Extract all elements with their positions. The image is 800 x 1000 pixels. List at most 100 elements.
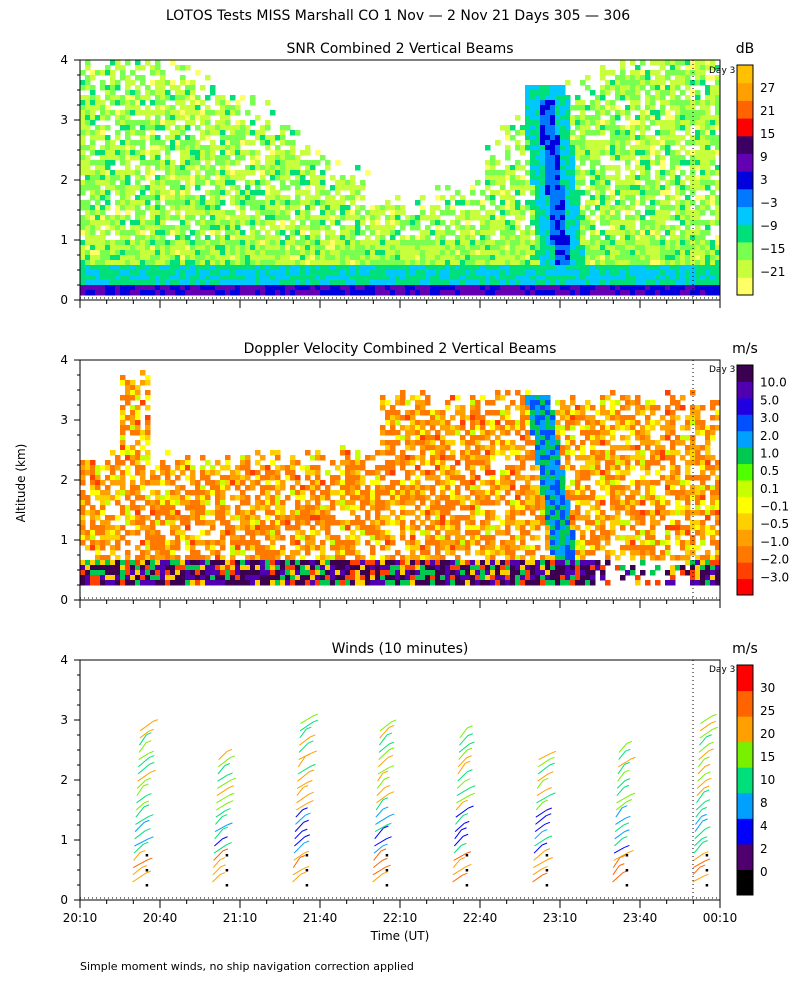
doppler-cell bbox=[110, 480, 116, 486]
snr-cell bbox=[330, 275, 336, 281]
snr-cell bbox=[240, 280, 246, 286]
snr-cell bbox=[80, 260, 86, 266]
snr-cell bbox=[340, 245, 346, 251]
snr-cell bbox=[165, 160, 171, 166]
snr-cell bbox=[550, 200, 556, 206]
snr-cell bbox=[650, 240, 656, 246]
snr-cell bbox=[675, 80, 681, 86]
snr-cell bbox=[300, 180, 306, 186]
snr-cell bbox=[615, 80, 621, 86]
snr-cell bbox=[120, 265, 126, 271]
snr-cell bbox=[140, 280, 146, 286]
doppler-cell bbox=[190, 575, 196, 581]
snr-cell bbox=[565, 260, 571, 266]
snr-cell bbox=[245, 235, 251, 241]
snr-cell bbox=[240, 190, 246, 196]
snr-cell bbox=[300, 290, 306, 296]
snr-cell bbox=[125, 135, 131, 141]
snr-cell bbox=[240, 220, 246, 226]
snr-cell bbox=[665, 205, 671, 211]
snr-cell bbox=[155, 110, 161, 116]
snr-cell bbox=[485, 215, 491, 221]
snr-cell bbox=[160, 85, 166, 91]
snr-cell bbox=[605, 140, 611, 146]
doppler-cell bbox=[225, 575, 231, 581]
doppler-cell bbox=[210, 465, 216, 471]
snr-cell bbox=[150, 80, 156, 86]
doppler-cell bbox=[185, 475, 191, 481]
snr-cell bbox=[300, 255, 306, 261]
snr-cell bbox=[615, 200, 621, 206]
snr-cell bbox=[650, 245, 656, 251]
snr-cell bbox=[625, 250, 631, 256]
doppler-cell bbox=[320, 550, 326, 556]
snr-cell bbox=[390, 285, 396, 291]
snr-cell bbox=[710, 125, 716, 131]
snr-cell bbox=[220, 280, 226, 286]
snr-cell bbox=[250, 165, 256, 171]
snr-cell bbox=[540, 230, 546, 236]
snr-cell bbox=[105, 285, 111, 291]
doppler-cell bbox=[205, 460, 211, 466]
snr-cell bbox=[345, 275, 351, 281]
snr-cell bbox=[460, 215, 466, 221]
snr-cell bbox=[210, 140, 216, 146]
snr-cell bbox=[665, 115, 671, 121]
snr-cell bbox=[640, 265, 646, 271]
snr-cell bbox=[95, 205, 101, 211]
snr-cell bbox=[120, 195, 126, 201]
snr-cell bbox=[325, 245, 331, 251]
snr-cell bbox=[155, 205, 161, 211]
snr-cell bbox=[210, 205, 216, 211]
snr-cell bbox=[570, 175, 576, 181]
doppler-cell bbox=[115, 495, 121, 501]
snr-cell bbox=[155, 275, 161, 281]
snr-cell bbox=[250, 245, 256, 251]
snr-cell bbox=[490, 195, 496, 201]
snr-cell bbox=[560, 225, 566, 231]
snr-cell bbox=[540, 165, 546, 171]
snr-cell bbox=[570, 235, 576, 241]
colorbar-swatch bbox=[737, 241, 753, 261]
snr-cell bbox=[305, 145, 311, 151]
doppler-cell bbox=[245, 525, 251, 531]
doppler-cell bbox=[220, 475, 226, 481]
snr-cell bbox=[585, 145, 591, 151]
snr-cell bbox=[375, 275, 381, 281]
doppler-cell bbox=[310, 540, 316, 546]
snr-cell bbox=[90, 205, 96, 211]
snr-cell bbox=[590, 145, 596, 151]
snr-cell bbox=[530, 290, 536, 296]
doppler-cell bbox=[225, 560, 231, 566]
snr-cell bbox=[280, 290, 286, 296]
snr-cell bbox=[335, 215, 341, 221]
doppler-cell bbox=[220, 555, 226, 561]
snr-cell bbox=[705, 60, 711, 66]
snr-cell bbox=[550, 250, 556, 256]
snr-cell bbox=[570, 130, 576, 136]
snr-cell bbox=[435, 220, 441, 226]
snr-cell bbox=[385, 230, 391, 236]
snr-cell bbox=[535, 110, 541, 116]
doppler-cell bbox=[320, 520, 326, 526]
snr-cell bbox=[155, 145, 161, 151]
doppler-cell bbox=[290, 465, 296, 471]
snr-cell bbox=[205, 95, 211, 101]
snr-cell bbox=[660, 250, 666, 256]
snr-cell bbox=[190, 90, 196, 96]
snr-cell bbox=[500, 180, 506, 186]
doppler-cell bbox=[295, 575, 301, 581]
snr-cell bbox=[250, 230, 256, 236]
snr-cell bbox=[570, 105, 576, 111]
snr-cell bbox=[115, 185, 121, 191]
snr-cell bbox=[560, 85, 566, 91]
snr-cell bbox=[530, 205, 536, 211]
snr-cell bbox=[160, 110, 166, 116]
snr-cell bbox=[295, 260, 301, 266]
doppler-cell bbox=[200, 570, 206, 576]
snr-cell bbox=[200, 100, 206, 106]
doppler-cell bbox=[165, 560, 171, 566]
snr-cell bbox=[430, 230, 436, 236]
snr-cell bbox=[135, 240, 141, 246]
snr-cell bbox=[435, 205, 441, 211]
